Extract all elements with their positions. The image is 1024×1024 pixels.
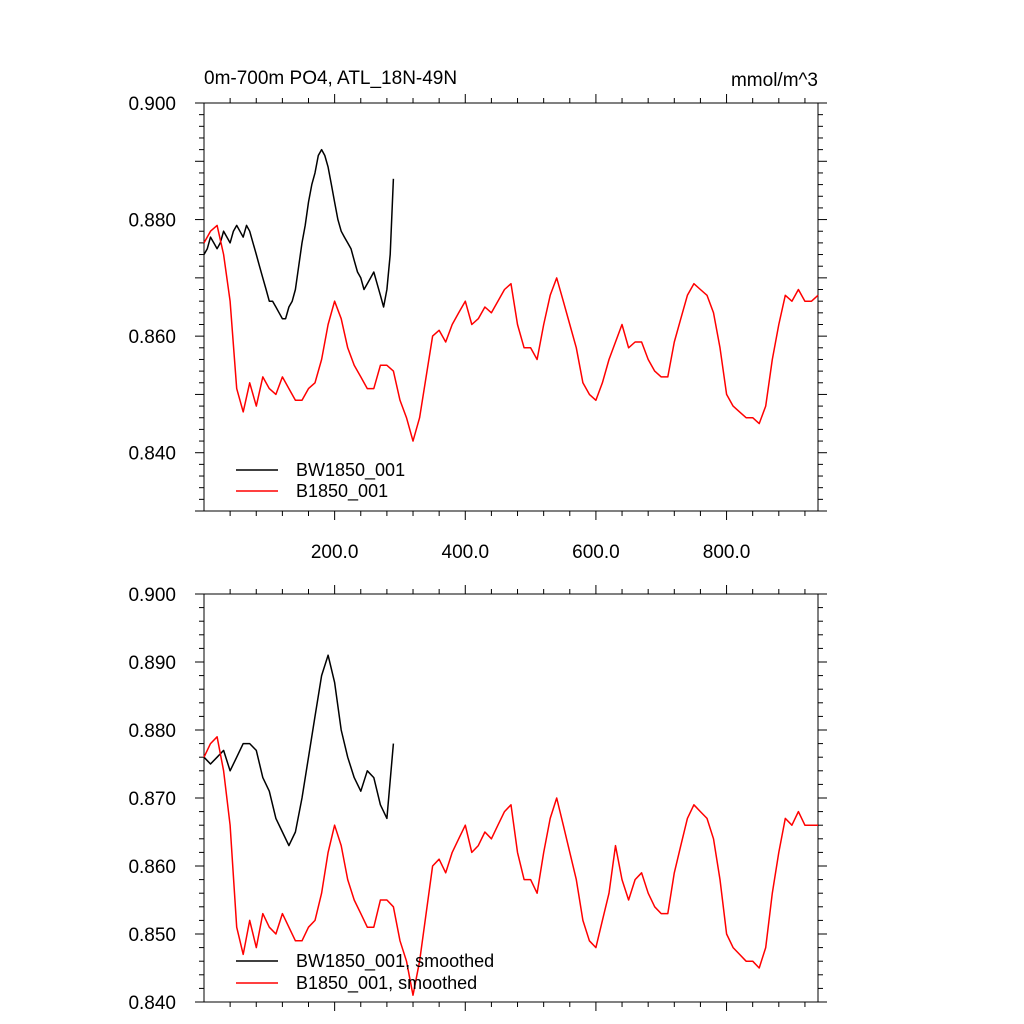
units-label: mmol/m^3 bbox=[731, 70, 818, 91]
y-tick-label: 0.850 bbox=[128, 925, 176, 946]
legend: BW1850_001, smoothed B1850_001, smoothed bbox=[236, 951, 494, 994]
y-tick-label: 0.880 bbox=[128, 211, 176, 232]
chart-title: 0m-700m PO4, ATL_18N-49N bbox=[204, 68, 457, 89]
series-group bbox=[203, 148, 819, 442]
y-tick-label: 0.880 bbox=[128, 721, 176, 742]
y-tick-label: 0.860 bbox=[128, 327, 176, 348]
series-line-b1850-001 bbox=[203, 224, 819, 442]
x-tick-label: 800.0 bbox=[703, 542, 751, 563]
y-tick-label: 0.890 bbox=[128, 653, 176, 674]
legend-label-bw1850-smoothed: BW1850_001, smoothed bbox=[296, 951, 494, 972]
legend: BW1850_001 B1850_001 bbox=[236, 460, 405, 502]
y-tick-label: 0.900 bbox=[128, 585, 176, 606]
bottom-panel: 0.900 0.890 0.880 0.870 0.860 0.850 0.840 BW18… bbox=[128, 585, 827, 1014]
y-tick-label: 0.870 bbox=[128, 789, 176, 810]
legend-label-bw1850: BW1850_001 bbox=[296, 460, 405, 481]
x-tick-label: 200.0 bbox=[311, 542, 359, 563]
y-tick-label: 0.840 bbox=[128, 444, 176, 465]
plot-frame bbox=[203, 102, 819, 512]
series-line-bw1850-001 bbox=[203, 148, 395, 320]
y-tick-label: 0.840 bbox=[128, 993, 176, 1014]
x-tick-label: 600.0 bbox=[572, 542, 620, 563]
top-panel: 0m-700m PO4, ATL_18N-49N mmol/m^3 0.9000… bbox=[128, 68, 827, 563]
y-tick-label: 0.860 bbox=[128, 857, 176, 878]
x-tick-label: 400.0 bbox=[442, 542, 490, 563]
series-line-b1850-001-smoothed bbox=[203, 736, 818, 996]
series-line-bw1850-001-smoothed bbox=[203, 654, 395, 847]
legend-label-b1850-smoothed: B1850_001, smoothed bbox=[296, 973, 477, 994]
legend-label-b1850: B1850_001 bbox=[296, 481, 388, 502]
y-tick-label: 0.900 bbox=[128, 94, 176, 115]
axis-ticks: 0.900 0.880 0.860 0.840 200.0 400.0 600.0 800.0 bbox=[128, 94, 827, 563]
axis-ticks: 0.900 0.890 0.880 0.870 0.860 0.850 0.840 bbox=[128, 585, 827, 1014]
series-group bbox=[203, 654, 818, 996]
